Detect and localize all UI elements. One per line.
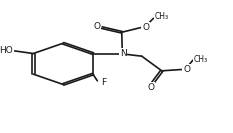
Text: O: O bbox=[147, 83, 154, 92]
Text: O: O bbox=[142, 23, 149, 32]
Text: HO: HO bbox=[0, 46, 13, 55]
Text: F: F bbox=[101, 78, 106, 87]
Text: O: O bbox=[93, 22, 100, 31]
Text: CH₃: CH₃ bbox=[194, 55, 208, 64]
Text: CH₃: CH₃ bbox=[155, 13, 169, 21]
Text: O: O bbox=[183, 65, 190, 74]
Text: N: N bbox=[120, 49, 127, 58]
